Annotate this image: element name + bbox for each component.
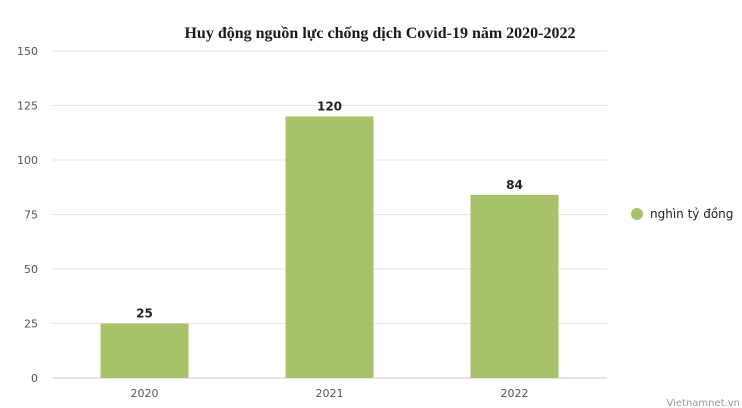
y-tick-label: 125 <box>17 100 38 113</box>
y-tick-label: 75 <box>24 209 38 222</box>
x-tick-label-2021: 2021 <box>316 387 344 400</box>
x-axis-tick-labels: 2020 2021 2022 <box>131 387 529 400</box>
data-label-2022: 84 <box>506 178 523 192</box>
y-tick-label: 50 <box>24 263 38 276</box>
legend-marker <box>631 208 643 220</box>
y-axis-tick-labels: 0 25 50 75 100 125 150 <box>17 45 38 385</box>
x-tick-label-2020: 2020 <box>131 387 159 400</box>
data-label-2020: 25 <box>136 307 153 321</box>
bar-2022[interactable] <box>470 194 559 378</box>
y-tick-label: 25 <box>24 318 38 331</box>
y-tick-label: 150 <box>17 45 38 58</box>
chart-title: Huy động nguồn lực chống dịch Covid-19 n… <box>184 25 575 42</box>
source-credit: Vietnamnet.vn <box>666 398 740 408</box>
legend-label: nghìn tỷ đồng <box>650 207 733 221</box>
bar-2020[interactable] <box>100 323 189 379</box>
data-label-2021: 120 <box>317 99 342 113</box>
legend[interactable]: nghìn tỷ đồng <box>631 207 733 221</box>
data-labels: 25 120 84 <box>136 99 523 320</box>
y-tick-label: 0 <box>31 372 38 385</box>
y-tick-label: 100 <box>17 154 38 167</box>
x-tick-label-2022: 2022 <box>501 387 529 400</box>
bars <box>100 116 559 379</box>
bar-2021[interactable] <box>285 116 374 379</box>
